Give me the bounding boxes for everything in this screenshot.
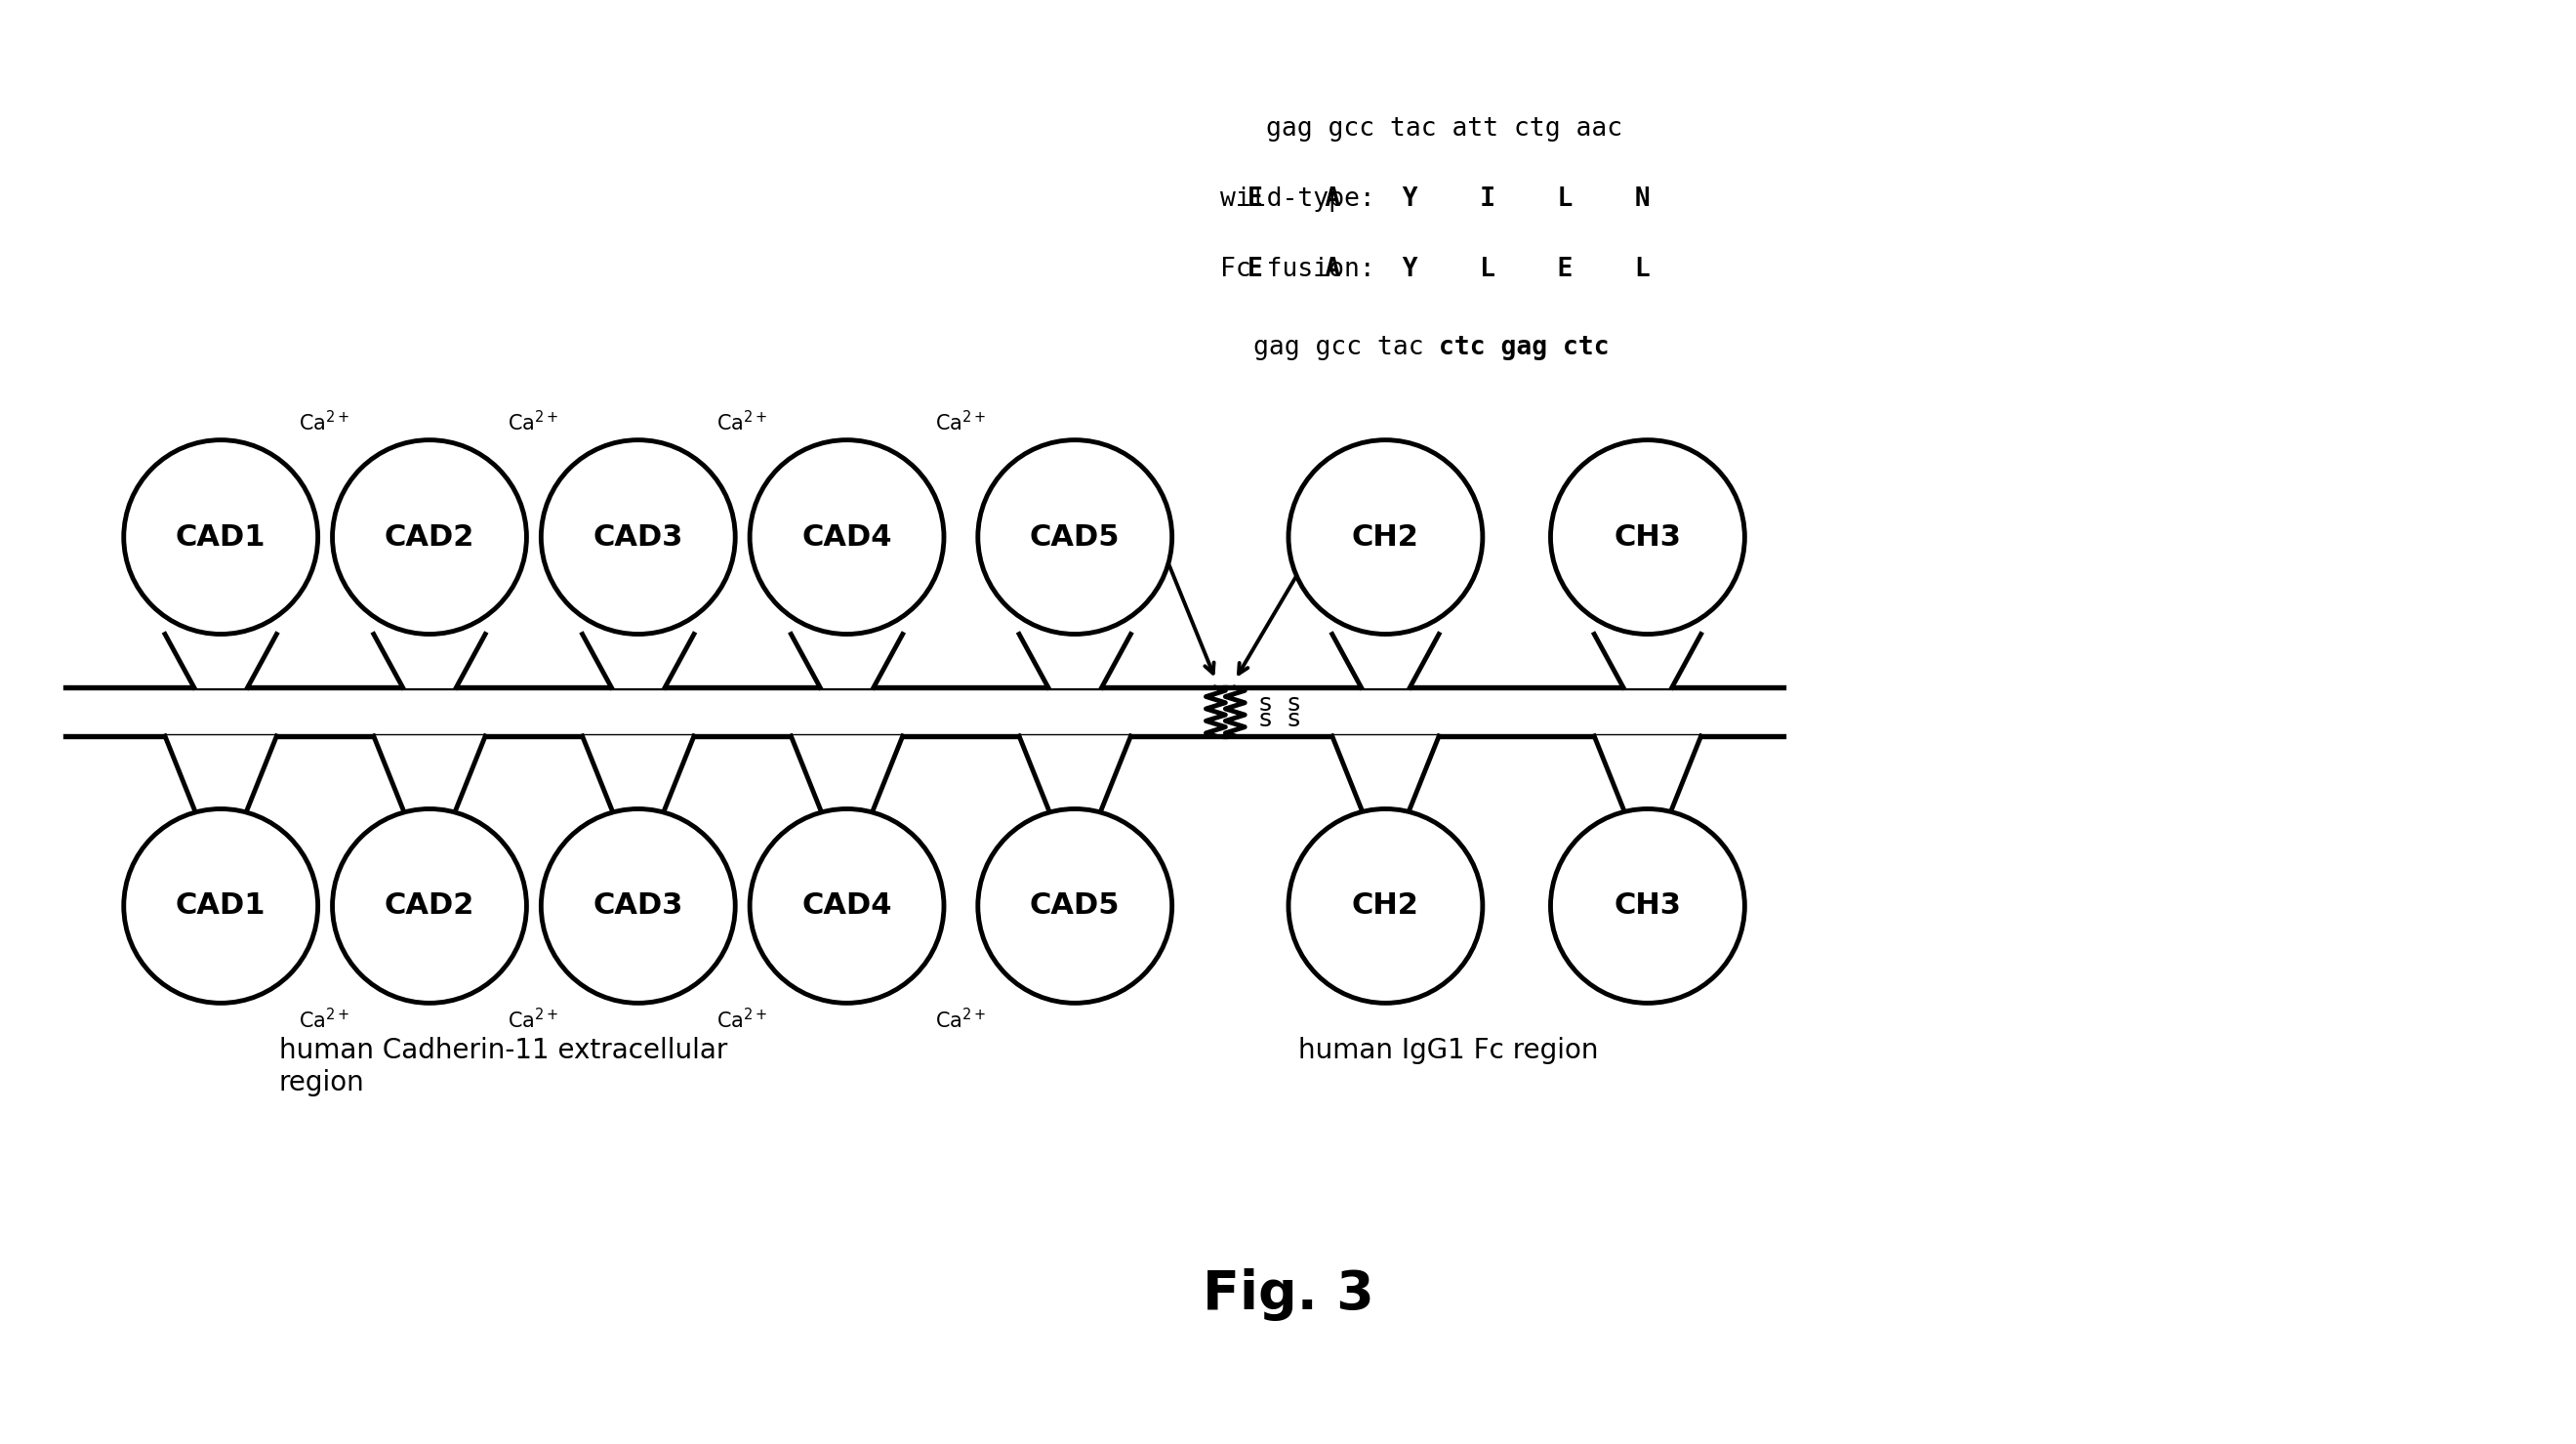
Polygon shape xyxy=(1020,736,1131,809)
Polygon shape xyxy=(1595,736,1700,809)
Text: CH2: CH2 xyxy=(1352,892,1419,920)
Circle shape xyxy=(1551,809,1744,1004)
Text: s  s: s s xyxy=(1260,692,1301,716)
Polygon shape xyxy=(374,634,484,687)
Text: Ca$^{2+}$: Ca$^{2+}$ xyxy=(299,410,350,435)
Text: Fig. 3: Fig. 3 xyxy=(1203,1268,1373,1321)
Polygon shape xyxy=(1020,634,1131,687)
Polygon shape xyxy=(1332,736,1440,809)
Circle shape xyxy=(979,809,1172,1004)
Text: CAD2: CAD2 xyxy=(384,523,474,552)
Text: CAD1: CAD1 xyxy=(175,523,265,552)
Text: Ca$^{2+}$: Ca$^{2+}$ xyxy=(935,1008,987,1032)
Text: human Cadherin-11 extracellular
region: human Cadherin-11 extracellular region xyxy=(278,1037,726,1096)
Text: Ca$^{2+}$: Ca$^{2+}$ xyxy=(507,1008,559,1032)
Polygon shape xyxy=(791,634,902,687)
Text: human IgG1 Fc region: human IgG1 Fc region xyxy=(1298,1037,1597,1064)
Circle shape xyxy=(1288,809,1484,1004)
Text: CAD2: CAD2 xyxy=(384,892,474,920)
Text: CAD5: CAD5 xyxy=(1030,892,1121,920)
Polygon shape xyxy=(1332,634,1440,687)
Text: E    A    Y    I    L    N: E A Y I L N xyxy=(1247,186,1651,212)
Text: CAD4: CAD4 xyxy=(801,892,891,920)
Circle shape xyxy=(750,440,943,634)
Circle shape xyxy=(1288,440,1484,634)
Text: s  s: s s xyxy=(1260,708,1301,731)
Circle shape xyxy=(332,809,526,1004)
Polygon shape xyxy=(582,634,693,687)
Circle shape xyxy=(124,440,317,634)
Circle shape xyxy=(541,809,734,1004)
Text: Ca$^{2+}$: Ca$^{2+}$ xyxy=(716,1008,768,1032)
Text: CAD1: CAD1 xyxy=(175,892,265,920)
Text: Ca$^{2+}$: Ca$^{2+}$ xyxy=(935,410,987,435)
Polygon shape xyxy=(374,736,484,809)
Text: CAD3: CAD3 xyxy=(592,523,683,552)
Text: E    A    Y    L    E    L: E A Y L E L xyxy=(1247,257,1651,282)
Text: wild-type:: wild-type: xyxy=(1221,186,1391,212)
Text: CAD4: CAD4 xyxy=(801,523,891,552)
Text: Ca$^{2+}$: Ca$^{2+}$ xyxy=(299,1008,350,1032)
Text: Ca$^{2+}$: Ca$^{2+}$ xyxy=(716,410,768,435)
Circle shape xyxy=(750,809,943,1004)
Text: gag gcc tac att ctg aac: gag gcc tac att ctg aac xyxy=(1265,117,1623,142)
Text: ctc gag ctc: ctc gag ctc xyxy=(1440,335,1610,361)
Polygon shape xyxy=(165,736,276,809)
Text: Ca$^{2+}$: Ca$^{2+}$ xyxy=(507,410,559,435)
Circle shape xyxy=(332,440,526,634)
Polygon shape xyxy=(582,736,693,809)
Polygon shape xyxy=(165,634,276,687)
Text: CAD3: CAD3 xyxy=(592,892,683,920)
Circle shape xyxy=(124,809,317,1004)
Circle shape xyxy=(979,440,1172,634)
Text: CH3: CH3 xyxy=(1615,523,1682,552)
Polygon shape xyxy=(1595,634,1700,687)
Circle shape xyxy=(541,440,734,634)
Circle shape xyxy=(1551,440,1744,634)
Text: Fc fusion:: Fc fusion: xyxy=(1221,257,1406,282)
Polygon shape xyxy=(791,736,902,809)
Text: CH2: CH2 xyxy=(1352,523,1419,552)
Text: gag gcc tac: gag gcc tac xyxy=(1252,335,1440,361)
Text: CH3: CH3 xyxy=(1615,892,1682,920)
Text: CAD5: CAD5 xyxy=(1030,523,1121,552)
